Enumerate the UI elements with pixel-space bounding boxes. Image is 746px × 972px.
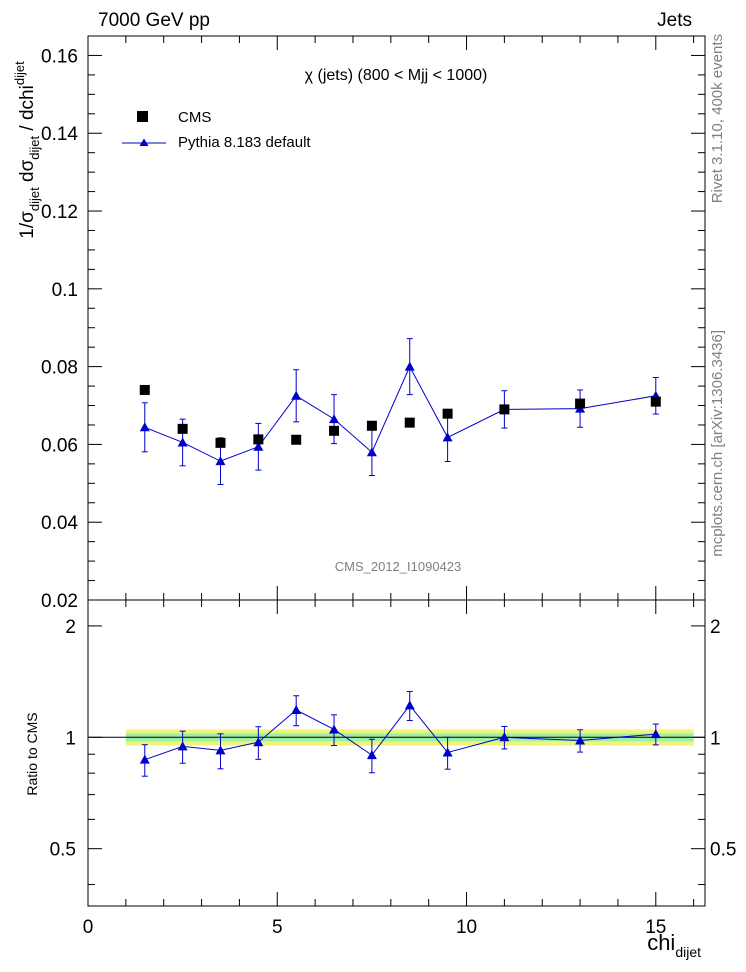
- upper-y-tick-label: 0.08: [41, 358, 78, 379]
- reference-band: [88, 729, 705, 746]
- pythia-point: [404, 361, 415, 371]
- ylabel-sub-1: dijet: [27, 187, 42, 211]
- x-tick-label: 15: [645, 917, 666, 938]
- lower-y-tick-label-right: 2: [710, 617, 721, 638]
- upper-y-tick-label: 0.16: [41, 46, 78, 67]
- cms-point: [253, 434, 264, 445]
- lower-y-tick-label-right: 1: [710, 728, 721, 749]
- lower-axis-ticks: 0.5 0.5 1 1 2 2 0 5 10 15: [50, 600, 736, 938]
- xlabel-main: chi: [647, 930, 675, 955]
- cms-point: [575, 398, 586, 409]
- cms-point: [139, 384, 150, 395]
- lower-y-tick-label-right: 0.5: [710, 840, 736, 861]
- upper-panel-title: χ (jets) (800 < Mjj < 1000): [305, 67, 488, 84]
- pythia-line: [144, 365, 656, 462]
- lower-y-axis-label: Ratio to CMS: [24, 712, 40, 795]
- cms-point: [442, 408, 453, 419]
- ratio-point: [139, 754, 150, 764]
- header-process-label: Jets: [657, 10, 692, 31]
- legend-pythia-marker: [139, 138, 149, 146]
- mcplots-source-label: mcplots.cern.ch [arXiv:1306.3436]: [709, 330, 726, 557]
- ratio-point: [291, 705, 302, 715]
- pythia-point: [442, 432, 453, 442]
- ylabel-sub-2: dijet: [27, 135, 42, 159]
- legend-cms-label: CMS: [178, 109, 211, 126]
- cms-point: [499, 404, 510, 415]
- pythia-point: [291, 390, 302, 400]
- cms-point: [215, 437, 226, 448]
- legend-cms-marker: [137, 111, 148, 122]
- upper-y-tick-label: 0.1: [52, 280, 78, 301]
- legend-pythia-label: Pythia 8.183 default: [178, 134, 311, 151]
- lower-data-marks: [139, 690, 661, 777]
- ratio-point: [575, 735, 586, 745]
- ratio-point: [215, 745, 226, 755]
- ratio-point: [442, 747, 453, 757]
- pythia-point: [177, 437, 188, 447]
- x-tick-label: 0: [83, 917, 94, 938]
- pythia-point: [253, 441, 264, 451]
- cms-point: [366, 420, 377, 431]
- ylabel-pre: 1/σ: [17, 211, 38, 239]
- lower-y-tick-label-left: 0.5: [50, 840, 76, 861]
- lower-y-tick-label-left: 2: [65, 617, 76, 638]
- ylabel-mid: dσ: [17, 159, 38, 187]
- ratio-point: [650, 729, 661, 739]
- upper-y-tick-label: 0.06: [41, 435, 78, 456]
- upper-y-tick-label: 0.14: [41, 124, 78, 145]
- cms-point: [404, 417, 415, 428]
- ratio-point: [253, 737, 264, 747]
- upper-y-tick-label: 0.02: [41, 591, 78, 612]
- rivet-version-label: Rivet 3.1.10, 400k events: [709, 34, 726, 203]
- upper-data-marks: [139, 338, 661, 485]
- x-tick-label: 5: [272, 917, 283, 938]
- pythia-point: [366, 447, 377, 457]
- upper-y-tick-label: 0.12: [41, 202, 78, 223]
- upper-y-tick-label: 0.04: [41, 513, 78, 534]
- legend: CMS Pythia 8.183 default: [122, 109, 311, 151]
- lower-y-tick-label-left: 1: [65, 728, 76, 749]
- cms-point: [329, 425, 340, 436]
- ratio-line: [144, 704, 656, 761]
- analysis-watermark: CMS_2012_I1090423: [335, 559, 462, 574]
- upper-y-axis-label: 1/σdijet dσdijet / dchidijet: [12, 61, 42, 239]
- lower-panel-frame: [87, 599, 706, 907]
- cms-point: [291, 434, 302, 445]
- x-axis-label: chidijet: [647, 930, 701, 960]
- xlabel-sub: dijet: [675, 944, 701, 960]
- ylabel-post: / dchi: [17, 85, 38, 136]
- ratio-point: [404, 700, 415, 710]
- x-tick-label: 10: [456, 917, 477, 938]
- upper-axis-ticks: 0.02 0.04 0.06 0.08 0.1 0.12 0.14 0.16: [41, 35, 705, 612]
- cms-point: [650, 396, 661, 407]
- ylabel-sub-3: dijet: [12, 61, 27, 85]
- ratio-point: [499, 732, 510, 742]
- pythia-point: [139, 422, 150, 432]
- header-energy-label: 7000 GeV pp: [98, 10, 210, 31]
- ratio-point: [366, 750, 377, 760]
- ratio-point: [177, 741, 188, 751]
- ratio-point: [329, 724, 340, 734]
- pythia-point: [215, 456, 226, 466]
- pythia-point: [329, 414, 340, 424]
- cms-point: [177, 423, 188, 434]
